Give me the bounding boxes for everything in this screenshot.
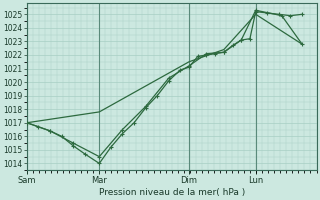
- X-axis label: Pression niveau de la mer( hPa ): Pression niveau de la mer( hPa ): [99, 188, 245, 197]
